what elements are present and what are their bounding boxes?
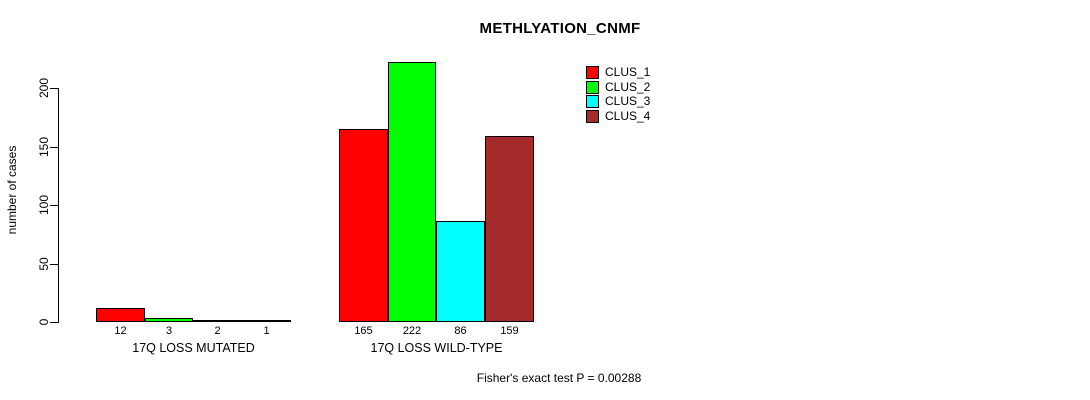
bar-clus_3-group1 — [193, 320, 242, 322]
y-axis-tick-label: 200 — [37, 77, 51, 99]
y-axis-tick — [50, 264, 58, 265]
legend-swatch-clus_1 — [586, 65, 599, 79]
legend-label: CLUS_2 — [605, 79, 651, 94]
bar-value-label: 3 — [165, 325, 173, 337]
bar-clus_3-group2 — [436, 221, 485, 322]
bar-value-label: 86 — [454, 325, 467, 337]
y-axis-tick-label: 50 — [37, 257, 51, 271]
y-axis-tick-label: 0 — [37, 318, 51, 326]
legend-item-clus_1: CLUS_1 — [586, 65, 650, 79]
y-axis-title: number of cases — [5, 145, 19, 235]
legend-item-clus_3: CLUS_3 — [586, 94, 650, 108]
bar-clus_2-group1 — [145, 318, 193, 322]
bar-clus_2-group2 — [388, 62, 436, 322]
y-axis-line — [58, 88, 59, 323]
bar-value-label: 2 — [214, 325, 221, 337]
bar-value-label: 12 — [114, 325, 127, 337]
y-axis-tick-label: 100 — [37, 194, 51, 216]
y-axis-tick — [50, 88, 58, 89]
y-axis-tick — [50, 322, 58, 323]
y-axis-tick-label: 150 — [37, 136, 51, 158]
bar-clus_1-group2 — [339, 129, 388, 322]
bar-value-label: 222 — [402, 325, 422, 337]
legend-swatch-clus_2 — [586, 80, 599, 94]
bar-clus_4-group2 — [485, 136, 534, 322]
bar-clus_4-group1 — [242, 320, 291, 322]
bar-value-label: 1 — [263, 325, 270, 337]
legend-swatch-clus_3 — [586, 94, 599, 108]
y-axis-tick — [50, 147, 58, 148]
legend-label: CLUS_1 — [605, 64, 651, 79]
legend-label: CLUS_3 — [605, 93, 651, 108]
legend-label: CLUS_4 — [605, 108, 651, 123]
group-label: 17Q LOSS WILD-TYPE — [370, 341, 503, 355]
fisher-test-annotation: Fisher's exact test P = 0.00288 — [476, 371, 642, 385]
legend-item-clus_2: CLUS_2 — [586, 80, 650, 94]
bar-clus_1-group1 — [96, 308, 145, 322]
legend-swatch-clus_4 — [586, 109, 599, 123]
legend-item-clus_4: CLUS_4 — [586, 109, 650, 123]
group-label: 17Q LOSS MUTATED — [132, 341, 255, 355]
y-axis-tick — [50, 205, 58, 206]
bar-value-label: 165 — [354, 325, 373, 337]
bar-value-label: 159 — [500, 325, 519, 337]
chart-title: METHLYATION_CNMF — [479, 20, 641, 37]
